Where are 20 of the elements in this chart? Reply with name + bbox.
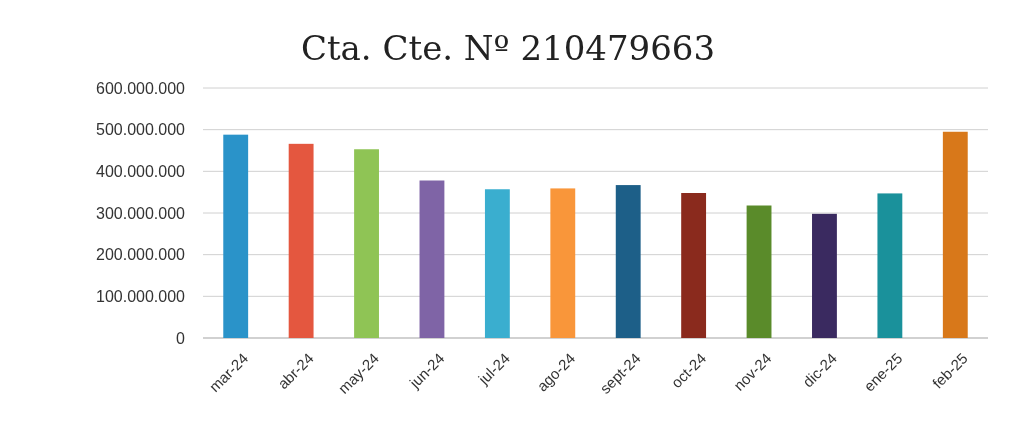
y-tick-label: 100.000.000	[96, 287, 186, 305]
bar	[942, 131, 968, 338]
y-tick-label: 500.000.000	[96, 121, 186, 139]
bar	[484, 189, 510, 338]
bar	[877, 193, 903, 338]
y-tick-label: 300.000.000	[96, 204, 186, 222]
chart-title: Cta. Cte. Nº 210479663	[300, 28, 716, 68]
bar	[550, 188, 576, 338]
y-tick-label: 200.000.000	[96, 246, 186, 264]
y-tick-label: 0	[176, 329, 186, 347]
bar	[223, 134, 249, 338]
y-tick-label: 600.000.000	[96, 79, 186, 97]
bar	[615, 185, 641, 338]
bar	[681, 193, 707, 338]
bar	[746, 205, 772, 338]
bar	[288, 143, 314, 338]
bar	[354, 149, 379, 338]
bar	[812, 213, 837, 338]
y-tick-label: 400.000.000	[96, 162, 186, 180]
bar	[419, 180, 445, 338]
